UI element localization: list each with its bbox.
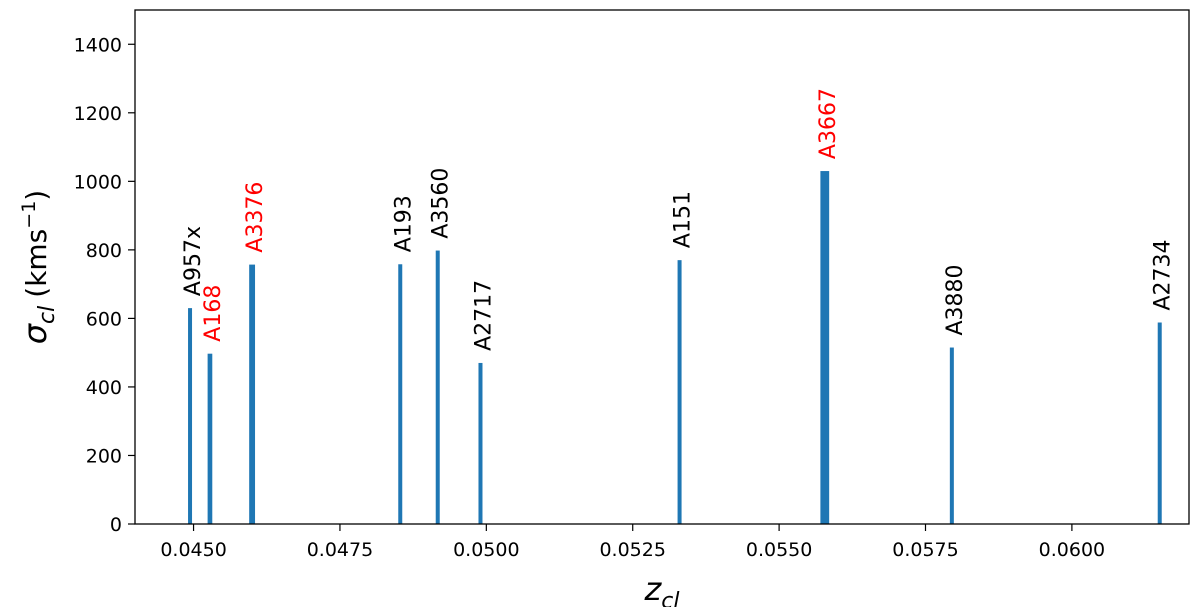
- y-tick-label: 1400: [74, 34, 122, 56]
- plot-frame: [134, 9, 1190, 525]
- y-tick-label: 800: [86, 240, 122, 262]
- x-tick-label: 0.0575: [892, 539, 958, 561]
- y-axis-label-subscript: cl: [35, 306, 60, 324]
- y-tick-label: 600: [86, 308, 122, 330]
- bar-a3376: [249, 264, 256, 524]
- y-axis-label-symbol: σ: [16, 322, 54, 344]
- bar-a151: [677, 260, 682, 524]
- bar-label-a3376: A3376: [243, 182, 268, 253]
- bar-label-a193: A193: [391, 195, 416, 252]
- y-tick-label: 400: [86, 377, 122, 399]
- x-axis-label: zcl: [643, 570, 679, 607]
- y-axis-label: σcl (kms−1): [16, 190, 60, 344]
- x-tick-label: 0.0500: [453, 539, 519, 561]
- bar-label-a3880: A3880: [943, 264, 968, 335]
- y-tick-label: 1000: [74, 171, 122, 193]
- bar-a2717: [478, 362, 483, 524]
- x-tick-label: 0.0450: [160, 539, 226, 561]
- x-tick-label: 0.0550: [746, 539, 812, 561]
- bar-label-a2717: A2717: [472, 280, 497, 351]
- bars-group: [188, 171, 1162, 525]
- bar-a3560: [435, 250, 440, 525]
- x-tick-label: 0.0525: [599, 539, 665, 561]
- y-axis: 0 200 400 600 800 1000 1200 1400: [74, 34, 135, 536]
- y-axis-label-unit-close: ): [20, 190, 53, 201]
- bar-label-a3560: A3560: [429, 168, 454, 239]
- bar-label-a151: A151: [671, 191, 696, 248]
- x-tick-label: 0.0600: [1039, 539, 1105, 561]
- y-tick-label: 1200: [74, 103, 122, 125]
- y-tick-label: 200: [86, 445, 122, 467]
- y-axis-label-unit: (kms: [20, 229, 53, 298]
- bar-a2734: [1157, 322, 1162, 524]
- bar-a3667: [820, 171, 830, 525]
- bar-label-a957x: A957x: [181, 226, 206, 296]
- y-tick-label: 0: [110, 514, 122, 536]
- x-axis-label-subscript: cl: [661, 589, 679, 607]
- x-tick-label: 0.0475: [307, 539, 373, 561]
- x-axis: 0.0450 0.0475 0.0500 0.0525 0.0550 0.0575 0.06…: [160, 524, 1105, 561]
- bar-a3880: [949, 347, 954, 524]
- bar-a193: [398, 264, 403, 524]
- y-axis-label-superscript: −1: [18, 201, 40, 229]
- bar-label-a2734: A2734: [1151, 239, 1176, 310]
- bar-a957x: [188, 308, 193, 524]
- bar-label-a3667: A3667: [816, 88, 841, 159]
- bar-a168: [207, 353, 213, 524]
- bar-label-a168: A168: [201, 285, 226, 342]
